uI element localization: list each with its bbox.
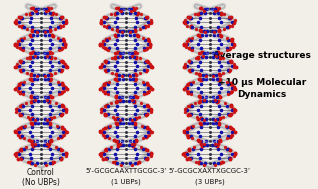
Text: (No UBPs): (No UBPs): [22, 178, 60, 187]
Text: Control: Control: [27, 168, 55, 177]
Text: (3 UBPs): (3 UBPs): [195, 178, 225, 185]
Text: Average structures: Average structures: [213, 51, 311, 60]
Text: 5’-GCGCAAXTTGCGC-3’: 5’-GCGCAAXTTGCGC-3’: [85, 168, 167, 174]
Text: (1 UBPs): (1 UBPs): [111, 178, 141, 185]
Text: +10 μs Molecular
Dynamics: +10 μs Molecular Dynamics: [218, 78, 306, 99]
Text: 5’-GCGCXAXTXGCGC-3’: 5’-GCGCXAXTXGCGC-3’: [169, 168, 251, 174]
